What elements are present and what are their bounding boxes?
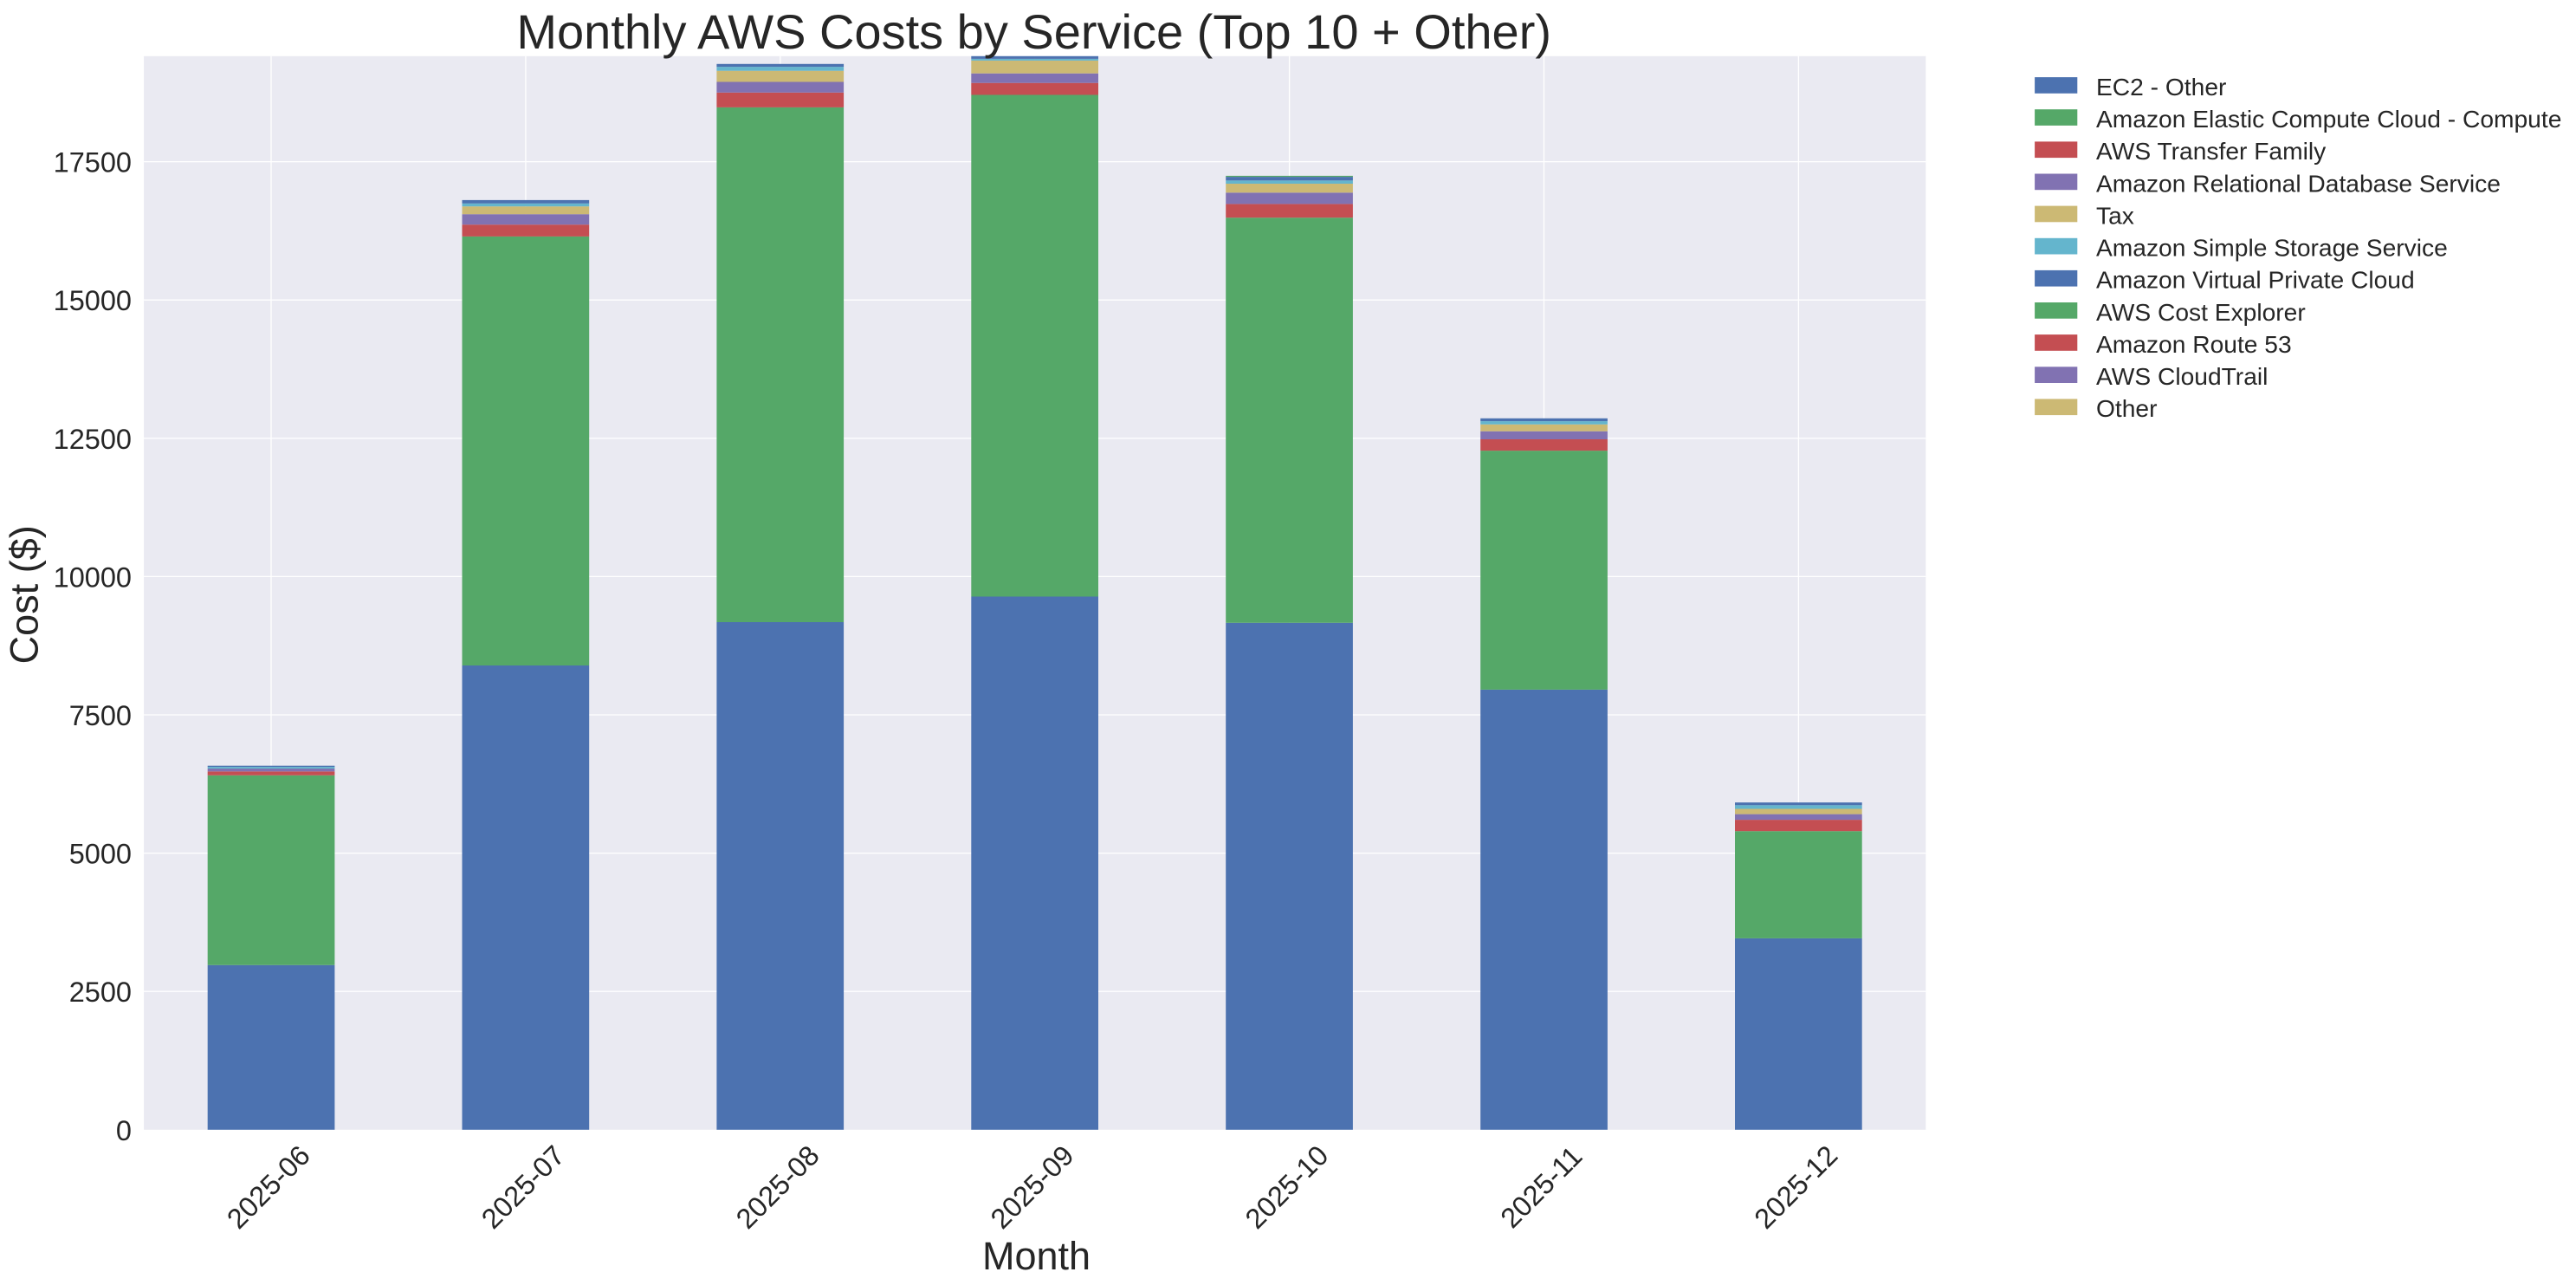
svg-text:Amazon Relational Database Ser: Amazon Relational Database Service <box>2096 169 2501 197</box>
svg-text:AWS Cost Explorer: AWS Cost Explorer <box>2096 298 2306 326</box>
svg-text:0: 0 <box>116 1115 132 1146</box>
svg-text:12500: 12500 <box>54 424 132 455</box>
svg-text:Month: Month <box>982 1234 1091 1278</box>
svg-text:15000: 15000 <box>54 285 132 316</box>
svg-text:2500: 2500 <box>69 977 132 1008</box>
svg-text:Amazon Virtual Private Cloud: Amazon Virtual Private Cloud <box>2096 266 2415 294</box>
svg-text:EC2 - Other: EC2 - Other <box>2096 73 2226 101</box>
svg-text:7500: 7500 <box>69 700 132 731</box>
svg-text:Amazon Simple Storage Service: Amazon Simple Storage Service <box>2096 234 2448 262</box>
svg-text:Monthly AWS Costs by Service (: Monthly AWS Costs by Service (Top 10 + O… <box>516 4 1551 59</box>
svg-text:Amazon Elastic Compute Cloud -: Amazon Elastic Compute Cloud - Compute <box>2096 105 2561 133</box>
svg-text:Other: Other <box>2096 394 2158 422</box>
svg-text:AWS Transfer Family: AWS Transfer Family <box>2096 137 2327 165</box>
svg-text:Tax: Tax <box>2096 201 2134 229</box>
svg-text:5000: 5000 <box>69 839 132 870</box>
svg-text:Cost ($): Cost ($) <box>2 525 46 664</box>
svg-text:Amazon Route 53: Amazon Route 53 <box>2096 330 2292 358</box>
svg-text:AWS CloudTrail: AWS CloudTrail <box>2096 362 2268 390</box>
svg-text:10000: 10000 <box>54 561 132 593</box>
svg-text:17500: 17500 <box>54 147 132 178</box>
